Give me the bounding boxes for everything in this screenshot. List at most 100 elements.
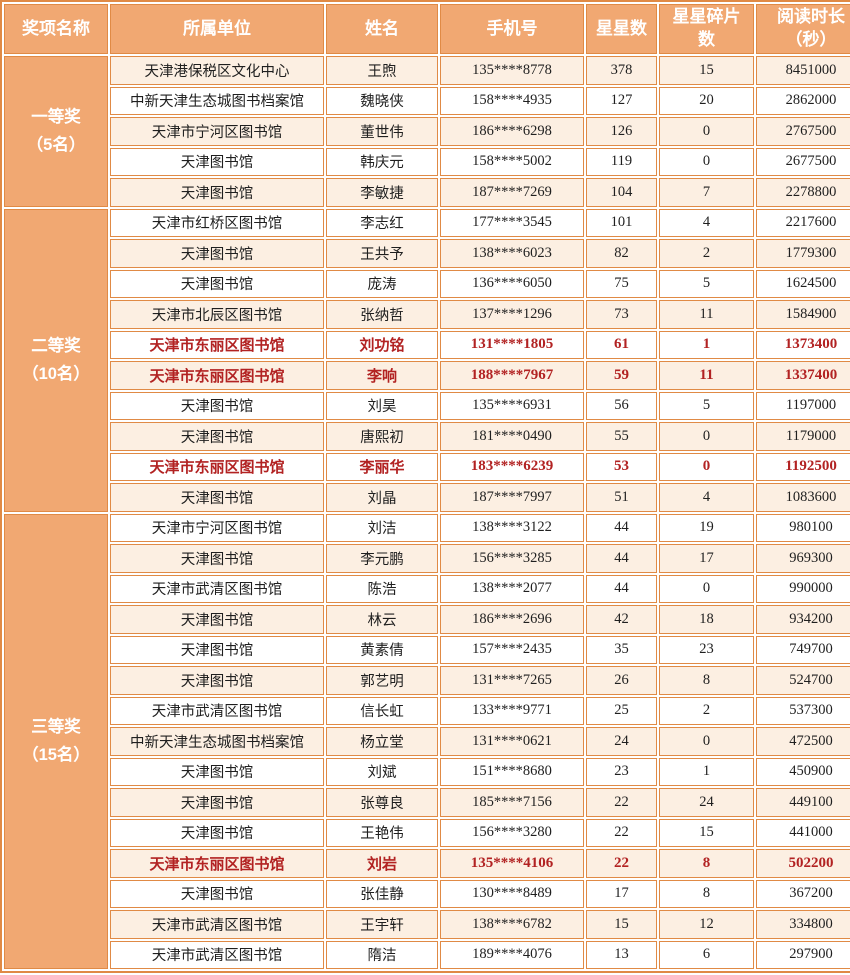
table-row: 天津市东丽区图书馆 刘功铭 131****1805 61 1 1373400 xyxy=(4,330,850,359)
col-header-award-name: 奖项名称 xyxy=(4,4,108,54)
cell-unit: 天津市东丽区图书馆 xyxy=(110,330,324,359)
cell-phone: 138****3122 xyxy=(440,513,584,542)
cell-fragments: 15 xyxy=(659,818,754,847)
cell-phone: 185****7156 xyxy=(440,788,584,817)
cell-fragments: 24 xyxy=(659,788,754,817)
cell-duration: 2767500 xyxy=(756,117,850,146)
cell-phone: 135****6931 xyxy=(440,391,584,420)
cell-duration: 990000 xyxy=(756,574,850,603)
cell-phone: 157****2435 xyxy=(440,635,584,664)
cell-name: 韩庆元 xyxy=(326,147,438,176)
award-group-label: 三等奖 （15名） xyxy=(4,513,108,969)
cell-unit: 中新天津生态城图书档案馆 xyxy=(110,86,324,115)
cell-name: 陈浩 xyxy=(326,574,438,603)
cell-phone: 156****3280 xyxy=(440,818,584,847)
cell-name: 董世伟 xyxy=(326,117,438,146)
cell-duration: 367200 xyxy=(756,879,850,908)
cell-duration: 297900 xyxy=(756,940,850,969)
cell-stars: 24 xyxy=(586,727,657,756)
award-group-label: 一等奖 （5名） xyxy=(4,56,108,207)
cell-fragments: 1 xyxy=(659,330,754,359)
cell-name: 信长虹 xyxy=(326,696,438,725)
col-header-stars: 星星数 xyxy=(586,4,657,54)
cell-fragments: 0 xyxy=(659,452,754,481)
cell-stars: 25 xyxy=(586,696,657,725)
table-row: 天津市东丽区图书馆 李响 188****7967 59 11 1337400 xyxy=(4,361,850,390)
cell-phone: 133****9771 xyxy=(440,696,584,725)
cell-stars: 61 xyxy=(586,330,657,359)
cell-stars: 44 xyxy=(586,513,657,542)
cell-fragments: 5 xyxy=(659,391,754,420)
table-row: 天津图书馆 庞涛 136****6050 75 5 1624500 xyxy=(4,269,850,298)
cell-stars: 23 xyxy=(586,757,657,786)
cell-unit: 天津图书馆 xyxy=(110,757,324,786)
table-row: 天津市武清区图书馆 陈浩 138****2077 44 0 990000 xyxy=(4,574,850,603)
cell-duration: 1373400 xyxy=(756,330,850,359)
col-header-star-fragments: 星星碎片 数 xyxy=(659,4,754,54)
cell-duration: 450900 xyxy=(756,757,850,786)
cell-phone: 137****1296 xyxy=(440,300,584,329)
table-row: 天津图书馆 唐熙初 181****0490 55 0 1179000 xyxy=(4,422,850,451)
cell-unit: 天津图书馆 xyxy=(110,788,324,817)
header-row: 奖项名称 所属单位 姓名 手机号 星星数 星星碎片 数 阅读时长 （秒） xyxy=(4,4,850,54)
cell-duration: 8451000 xyxy=(756,56,850,85)
cell-unit: 天津市武清区图书馆 xyxy=(110,574,324,603)
cell-fragments: 11 xyxy=(659,361,754,390)
cell-name: 刘昊 xyxy=(326,391,438,420)
cell-stars: 126 xyxy=(586,117,657,146)
table-row: 天津图书馆 王艳伟 156****3280 22 15 441000 xyxy=(4,818,850,847)
cell-duration: 524700 xyxy=(756,666,850,695)
cell-fragments: 15 xyxy=(659,56,754,85)
cell-phone: 186****6298 xyxy=(440,117,584,146)
table-row: 天津图书馆 郭艺明 131****7265 26 8 524700 xyxy=(4,666,850,695)
table-row: 二等奖 （10名） 天津市红桥区图书馆 李志红 177****3545 101 4 2217… xyxy=(4,208,850,512)
table-row: 天津市北辰区图书馆 张纳哲 137****1296 73 11 1584900 xyxy=(4,300,850,329)
cell-duration: 502200 xyxy=(756,849,850,878)
cell-name: 刘洁 xyxy=(326,513,438,542)
col-header-phone: 手机号 xyxy=(440,4,584,54)
cell-name: 李志红 xyxy=(326,208,438,237)
cell-stars: 59 xyxy=(586,361,657,390)
table-row: 天津市宁河区图书馆 董世伟 186****6298 126 0 2767500 xyxy=(4,117,850,146)
cell-unit: 天津图书馆 xyxy=(110,178,324,207)
cell-phone: 183****6239 xyxy=(440,452,584,481)
table-row: 天津图书馆 刘昊 135****6931 56 5 1197000 xyxy=(4,391,850,420)
cell-unit: 天津图书馆 xyxy=(110,605,324,634)
cell-name: 张佳静 xyxy=(326,879,438,908)
cell-fragments: 0 xyxy=(659,117,754,146)
cell-fragments: 8 xyxy=(659,849,754,878)
cell-fragments: 0 xyxy=(659,727,754,756)
cell-stars: 15 xyxy=(586,910,657,939)
cell-fragments: 12 xyxy=(659,910,754,939)
cell-phone: 189****4076 xyxy=(440,940,584,969)
cell-name: 刘功铭 xyxy=(326,330,438,359)
cell-name: 王煦 xyxy=(326,56,438,85)
cell-name: 李丽华 xyxy=(326,452,438,481)
cell-name: 刘斌 xyxy=(326,757,438,786)
cell-unit: 天津图书馆 xyxy=(110,544,324,573)
cell-phone: 138****6782 xyxy=(440,910,584,939)
cell-unit: 天津市东丽区图书馆 xyxy=(110,849,324,878)
cell-unit: 天津图书馆 xyxy=(110,147,324,176)
cell-stars: 82 xyxy=(586,239,657,268)
cell-duration: 1624500 xyxy=(756,269,850,298)
cell-unit: 天津市武清区图书馆 xyxy=(110,940,324,969)
cell-stars: 75 xyxy=(586,269,657,298)
cell-fragments: 19 xyxy=(659,513,754,542)
cell-duration: 980100 xyxy=(756,513,850,542)
cell-stars: 104 xyxy=(586,178,657,207)
cell-unit: 天津市红桥区图书馆 xyxy=(110,208,324,237)
cell-duration: 472500 xyxy=(756,727,850,756)
cell-name: 杨立堂 xyxy=(326,727,438,756)
cell-stars: 56 xyxy=(586,391,657,420)
cell-fragments: 18 xyxy=(659,605,754,634)
cell-phone: 138****2077 xyxy=(440,574,584,603)
cell-phone: 181****0490 xyxy=(440,422,584,451)
cell-duration: 2862000 xyxy=(756,86,850,115)
cell-unit: 天津图书馆 xyxy=(110,269,324,298)
cell-unit: 天津港保税区文化中心 xyxy=(110,56,324,85)
cell-stars: 378 xyxy=(586,56,657,85)
cell-name: 庞涛 xyxy=(326,269,438,298)
cell-unit: 天津图书馆 xyxy=(110,483,324,512)
